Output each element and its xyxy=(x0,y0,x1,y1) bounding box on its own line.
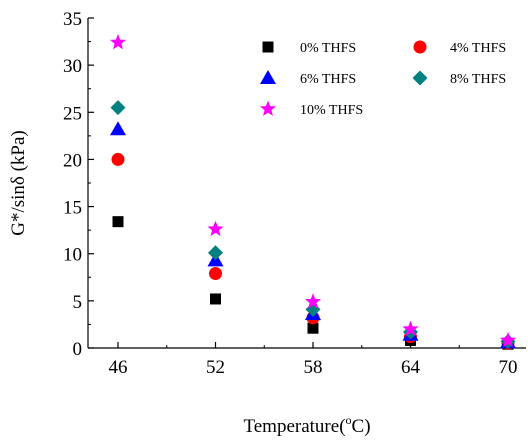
data-points xyxy=(109,34,517,350)
data-point-star xyxy=(304,293,322,309)
y-tick-label: 15 xyxy=(63,198,82,219)
legend-marker-circle xyxy=(413,40,427,54)
legend-label: 10% THFS xyxy=(300,103,363,118)
data-point-square xyxy=(307,322,319,334)
data-point-star xyxy=(402,320,419,337)
data-point-circle xyxy=(209,267,222,281)
y-tick-label: 25 xyxy=(63,103,82,124)
x-tick-label: 46 xyxy=(109,357,128,378)
data-point-triangle xyxy=(110,121,126,136)
legend: 0% THFS 4% THFS 6% THFS 8% THFS 10% THFS xyxy=(259,40,506,118)
x-axis-label-pre: Temperature( xyxy=(243,416,345,437)
legend-marker-star xyxy=(259,100,277,116)
x-tick-label: 70 xyxy=(499,357,518,378)
legend-label: 0% THFS xyxy=(300,41,356,56)
data-point-square xyxy=(112,216,124,228)
data-point-star xyxy=(109,34,127,50)
y-tick-label: 35 xyxy=(63,9,82,30)
axis-ticks: 0 5 10 15 20 25 30 35 46 52 58 64 70 xyxy=(63,9,518,378)
y-tick-label: 0 xyxy=(73,339,83,360)
x-axis-label-post: C) xyxy=(352,416,371,437)
legend-label: 4% THFS xyxy=(450,41,506,56)
legend-label: 6% THFS xyxy=(300,72,356,87)
x-tick-label: 58 xyxy=(304,357,323,378)
y-tick-label: 20 xyxy=(63,150,82,171)
data-point-star xyxy=(207,220,224,237)
legend-marker-triangle xyxy=(260,70,276,84)
data-point-star xyxy=(499,331,517,348)
data-point-diamond xyxy=(208,245,223,261)
x-axis-label: Temperature(oC) xyxy=(243,413,370,437)
y-tick-label: 30 xyxy=(63,56,82,77)
y-tick-label: 5 xyxy=(73,292,83,313)
x-tick-label: 64 xyxy=(401,357,421,378)
data-point-square xyxy=(210,293,221,305)
legend-marker-square xyxy=(262,41,274,53)
data-point-circle xyxy=(111,152,125,166)
legend-label: 8% THFS xyxy=(450,72,506,87)
y-tick-label: 10 xyxy=(63,245,82,266)
data-point-diamond xyxy=(110,100,126,116)
y-axis-label: G*/sinδ (kPa) xyxy=(8,130,29,236)
legend-marker-diamond xyxy=(412,70,428,86)
x-tick-label: 52 xyxy=(206,357,225,378)
x-axis-label-degree: o xyxy=(346,413,352,427)
